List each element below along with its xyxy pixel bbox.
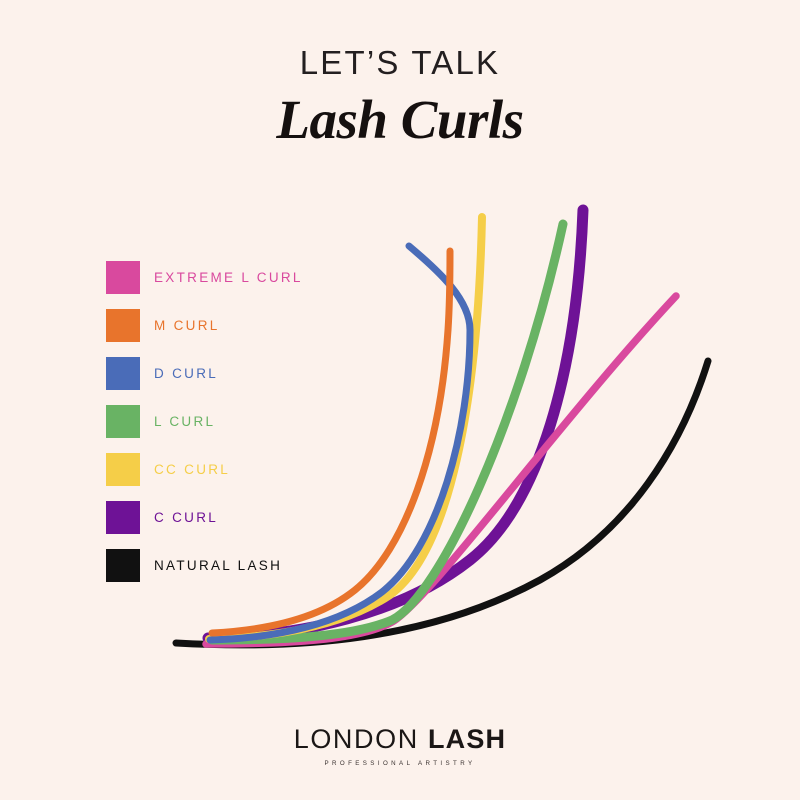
brand-logo-lash: LASH [427, 724, 507, 754]
legend-label-d-curl: D CURL [154, 365, 219, 381]
legend-item-extreme-l-curl[interactable]: EXTREME L CURL [106, 253, 336, 301]
swatch-cc-curl [106, 452, 140, 486]
header-kicker: LET’S TALK [299, 44, 501, 81]
legend-item-cc-curl[interactable]: CC CURL [106, 445, 336, 493]
header-headline: Lash Curls [276, 89, 524, 150]
legend-label-extreme-l-curl: EXTREME L CURL [154, 269, 303, 285]
brand-logo: LONDON LASH [0, 726, 800, 753]
swatch-extreme-l-curl [106, 260, 140, 294]
legend-label-m-curl: M CURL [154, 317, 220, 333]
legend-label-natural-lash: NATURAL LASH [154, 557, 283, 573]
swatch-d-curl [106, 356, 140, 390]
legend-label-cc-curl: CC CURL [154, 461, 231, 477]
curl-legend: EXTREME L CURL M CURL D CURL L CURL CC C… [106, 253, 336, 589]
legend-item-d-curl[interactable]: D CURL [106, 349, 336, 397]
legend-item-c-curl[interactable]: C CURL [106, 493, 336, 541]
legend-item-m-curl[interactable]: M CURL [106, 301, 336, 349]
legend-label-c-curl: C CURL [154, 509, 219, 525]
brand-logo-london: LONDON [293, 724, 419, 754]
poster-header: LET’S TALK Lash Curls [0, 46, 800, 149]
swatch-l-curl [106, 404, 140, 438]
legend-item-l-curl[interactable]: L CURL [106, 397, 336, 445]
brand-tagline: PROFESSIONAL ARTISTRY [324, 760, 476, 767]
swatch-m-curl [106, 308, 140, 342]
swatch-natural-lash [106, 548, 140, 582]
brand-footer: LONDON LASH PROFESSIONAL ARTISTRY [0, 726, 800, 768]
swatch-c-curl [106, 500, 140, 534]
legend-item-natural-lash[interactable]: NATURAL LASH [106, 541, 336, 589]
legend-label-l-curl: L CURL [154, 413, 216, 429]
